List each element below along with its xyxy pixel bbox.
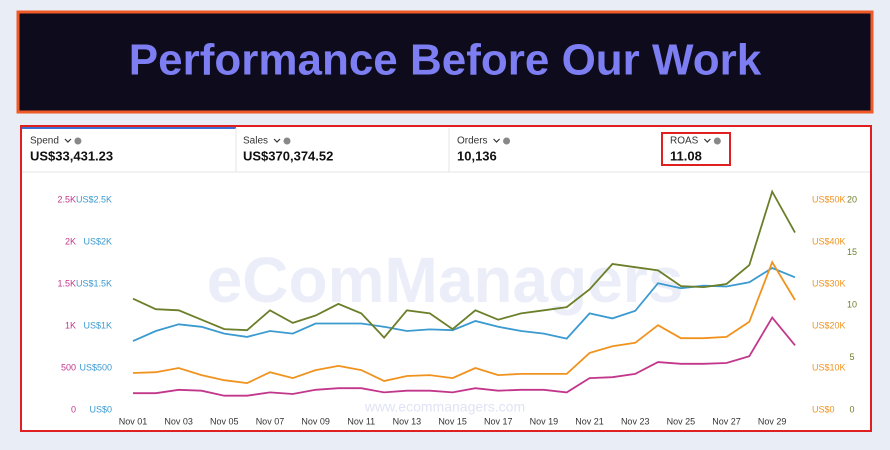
title: Performance Before Our Work	[129, 36, 762, 85]
dropdown-chevron[interactable]	[493, 138, 500, 143]
x-tick-label: Nov 29	[758, 416, 787, 426]
info-icon[interactable]	[713, 137, 721, 145]
x-tick-label: Nov 05	[210, 416, 239, 426]
y-tick-label: US$500	[79, 362, 112, 372]
series-line	[133, 316, 796, 397]
x-tick-label: Nov 25	[667, 416, 696, 426]
y-tick-label: US$2K	[83, 236, 112, 246]
watermark-brand: eComManagers	[207, 244, 684, 316]
y-tick-label: US$1.5K	[76, 278, 112, 288]
metric-label[interactable]: Orders	[457, 136, 488, 147]
x-tick-label: Nov 27	[712, 416, 741, 426]
y-tick-label: 1K	[65, 320, 76, 330]
x-tick-label: Nov 13	[393, 416, 422, 426]
y-tick-label: 20	[847, 194, 857, 204]
title-banner	[16, 10, 874, 114]
metric-value: US$370,374.52	[243, 148, 333, 163]
dashboard-card	[20, 125, 872, 432]
y-tick-label: 0	[71, 404, 76, 414]
y-tick-label: 15	[847, 247, 857, 257]
x-tick-label: Nov 17	[484, 416, 513, 426]
x-tick-label: Nov 15	[438, 416, 467, 426]
x-tick-label: Nov 01	[119, 416, 148, 426]
x-tick-label: Nov 21	[575, 416, 604, 426]
y-tick-label: US$2.5K	[76, 194, 112, 204]
metric-label[interactable]: ROAS	[670, 136, 699, 147]
y-tick-label: 500	[61, 362, 76, 372]
info-icon[interactable]	[74, 137, 82, 145]
info-icon[interactable]	[503, 137, 511, 145]
y-tick-label: US$0	[812, 404, 835, 414]
y-tick-label: 2.5K	[57, 194, 76, 204]
metric-value: 10,136	[457, 148, 497, 163]
y-tick-label: US$30K	[812, 278, 846, 288]
x-tick-label: Nov 07	[256, 416, 285, 426]
y-tick-label: US$40K	[812, 236, 846, 246]
series-line	[132, 260, 796, 385]
series-line	[132, 189, 796, 339]
series-line	[132, 266, 796, 342]
x-tick-label: Nov 11	[347, 416, 375, 426]
y-tick-label: US$1K	[83, 320, 112, 330]
y-tick-label: 0	[849, 404, 854, 414]
dropdown-chevron[interactable]	[703, 138, 711, 143]
dropdown-chevron[interactable]	[64, 138, 72, 143]
dropdown-chevron[interactable]	[273, 138, 281, 143]
watermark-url: www.ecommanagers.com	[364, 399, 525, 415]
x-tick-label: Nov 23	[621, 416, 650, 426]
y-tick-label: 10	[847, 299, 857, 309]
y-tick-label: US$0	[89, 404, 112, 414]
info-icon[interactable]	[283, 137, 291, 145]
y-tick-label: 2K	[65, 236, 76, 246]
y-tick-label: US$50K	[812, 194, 846, 204]
y-tick-label: US$20K	[812, 320, 846, 330]
y-tick-label: 1.5K	[57, 278, 76, 288]
x-tick-label: Nov 09	[301, 416, 330, 426]
x-tick-label: Nov 03	[164, 416, 193, 426]
x-tick-label: Nov 19	[530, 416, 559, 426]
metric-label[interactable]: Sales	[243, 136, 268, 147]
y-tick-label: 5	[849, 352, 854, 362]
metric-label[interactable]: Spend	[30, 136, 59, 147]
roas-highlight	[661, 132, 731, 166]
metric-value: US$33,431.23	[30, 148, 113, 163]
y-tick-label: US$10K	[812, 362, 846, 372]
metric-value: 11.08	[670, 148, 702, 163]
